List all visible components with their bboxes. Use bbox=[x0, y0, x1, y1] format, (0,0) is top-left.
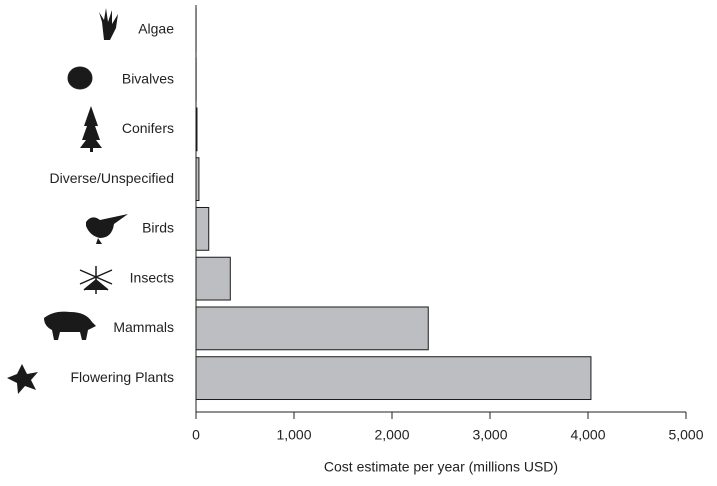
y-tick-label: Birds bbox=[142, 220, 174, 236]
conifer-icon bbox=[80, 106, 102, 152]
mammal-icon bbox=[44, 311, 96, 340]
x-tick-label: 0 bbox=[192, 427, 200, 443]
x-tick-label: 5,000 bbox=[668, 427, 703, 443]
x-axis-title: Cost estimate per year (millions USD) bbox=[324, 459, 558, 475]
flower-icon bbox=[7, 364, 38, 394]
bar bbox=[195, 356, 592, 401]
y-tick-label: Bivalves bbox=[122, 70, 174, 86]
x-tick-label: 3,000 bbox=[472, 427, 507, 443]
bar bbox=[195, 206, 210, 251]
x-tick-label: 2,000 bbox=[374, 427, 409, 443]
algae-icon bbox=[99, 8, 118, 40]
y-tick-label: Conifers bbox=[122, 120, 174, 136]
bar bbox=[195, 157, 200, 202]
bar bbox=[195, 107, 198, 152]
x-tick-label: 4,000 bbox=[570, 427, 605, 443]
icons bbox=[7, 8, 128, 394]
x-tick-label: 1,000 bbox=[276, 427, 311, 443]
y-tick-label: Diverse/Unspecified bbox=[50, 170, 175, 186]
y-tick-label: Algae bbox=[138, 21, 174, 37]
bird-icon bbox=[86, 214, 128, 244]
y-tick-label: Mammals bbox=[113, 319, 174, 335]
bar bbox=[195, 256, 231, 301]
y-tick-label: Flowering Plants bbox=[71, 369, 175, 385]
y-tick-label: Insects bbox=[130, 269, 174, 285]
insect-icon bbox=[79, 266, 113, 294]
bar bbox=[195, 306, 429, 351]
bivalve-icon bbox=[67, 66, 93, 90]
